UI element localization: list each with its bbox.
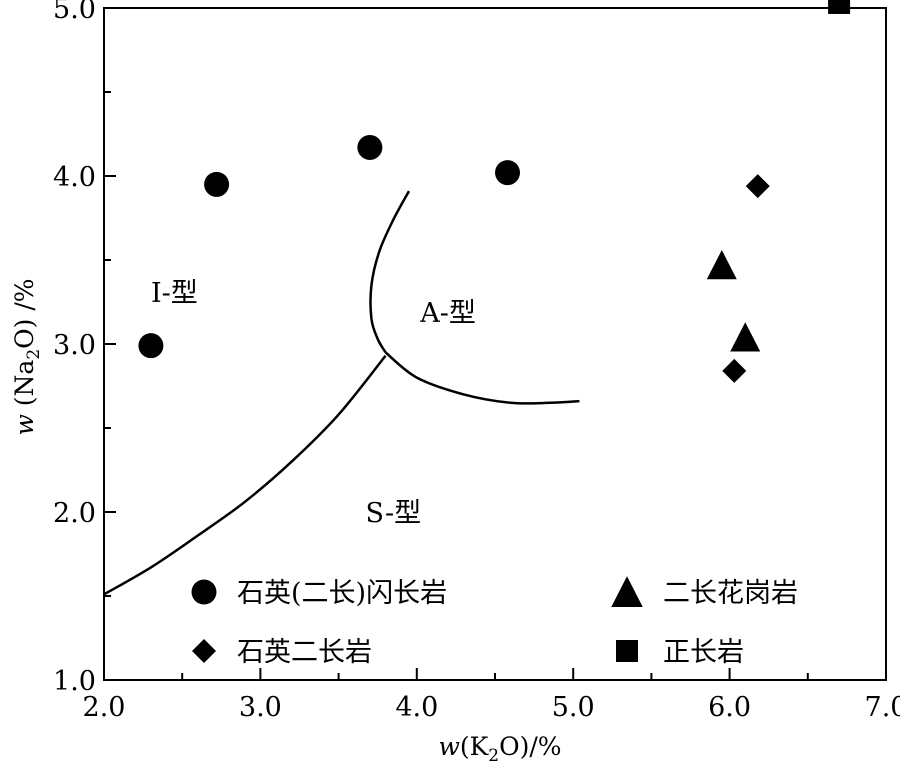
x-tick-label: 7.0 [865,692,900,723]
y-tick-label: 3.0 [53,330,96,361]
data-point-circle [357,134,383,160]
axis-titles: w(K2O)/% w (Na2O) /% [10,278,562,761]
x-tick-label: 6.0 [708,692,751,723]
x-tick-label: 5.0 [552,692,595,723]
x-tick-label: 4.0 [395,692,438,723]
x-axis-title: w(K2O)/% [438,732,561,761]
legend-marker-diamond [192,639,216,663]
y-tick-label: 2.0 [53,498,96,529]
legend-marker-triangle [611,576,643,607]
data-point-triangle [730,322,761,352]
region-label: A-型 [419,298,476,329]
y-axis-title-prefix: w [10,414,39,435]
data-point-square [828,0,851,14]
axes: 2.0 3.0 4.0 5.0 6.0 7.01.02.03.04.05.0 [53,0,900,723]
boundary-line-a-s [384,351,580,405]
legend-marker-circle [191,579,217,605]
region-labels: I-型 A-型 S-型 [151,278,476,529]
data-points [138,0,851,383]
x-tick-label: 3.0 [239,692,282,723]
legend-label: 石英二长岩 [237,637,372,668]
region-label: I-型 [151,278,198,309]
region-label: S-型 [366,498,422,529]
legend-label: 正长岩 [663,637,744,668]
data-point-circle [204,171,230,197]
boundary-line-i-a [369,190,411,354]
y-tick-label: 1.0 [53,666,96,697]
y-axis-title-sub: 2 [24,349,44,360]
legend-label: 石英(二长)闪长岩 [237,578,447,609]
y-tick-label: 5.0 [53,0,96,25]
x-axis-title-prefix: w [438,732,459,761]
x-tick-label: 2.0 [83,692,126,723]
data-point-diamond [745,174,770,199]
y-axis-title: w (Na2O) /% [10,278,44,435]
data-point-diamond [722,358,747,383]
data-point-circle [495,160,521,186]
boundary-lines [103,190,580,596]
x-axis-title-sub: 2 [488,746,499,761]
y-axis-title-main: (Na [10,360,39,415]
x-axis-title-rest: O)/% [499,732,561,761]
y-axis-title-rest: O) /% [10,278,39,348]
legend-marker-square [616,640,638,662]
boundary-line-i-s [103,354,387,596]
x-axis-title-main: (K [460,732,490,761]
data-point-triangle [706,250,737,280]
data-point-circle [138,333,164,359]
y-tick-label: 4.0 [53,162,96,193]
legend-label: 二长花岗岩 [663,578,798,609]
